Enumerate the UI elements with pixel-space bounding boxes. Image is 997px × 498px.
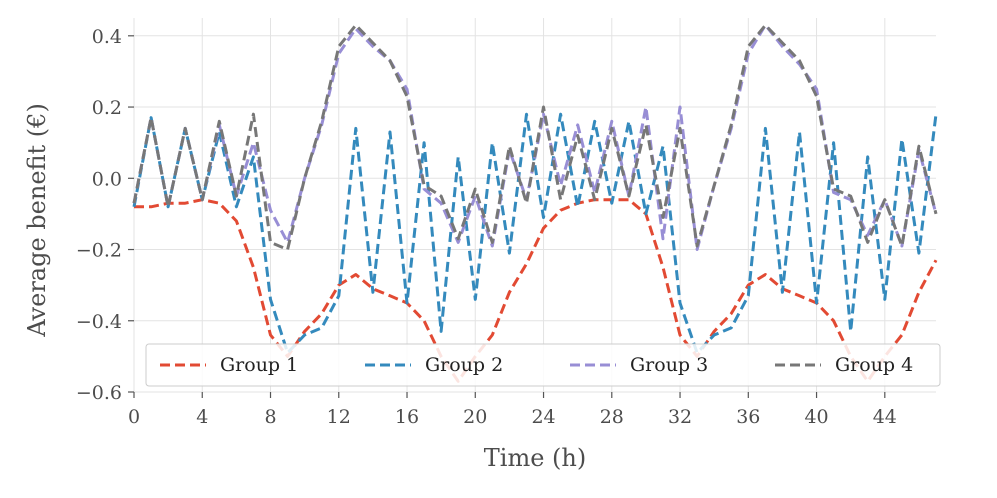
legend-label-group-2: Group 2	[425, 354, 503, 376]
series-line-group-4	[132, 23, 938, 251]
y-tick-label: 0.0	[92, 168, 122, 190]
legend-label-group-3: Group 3	[630, 354, 708, 376]
x-tick-label: 20	[463, 406, 487, 428]
legend-label-group-1: Group 1	[220, 354, 298, 376]
y-tick-label: −0.4	[76, 311, 122, 333]
y-tick-label: 0.2	[92, 97, 122, 119]
x-tick-label: 8	[264, 406, 276, 428]
y-tick-label: −0.2	[76, 240, 122, 262]
x-axis-title: Time (h)	[484, 444, 586, 472]
y-axis-title: Average benefit (€)	[23, 103, 51, 338]
series-line-group-1	[134, 198, 938, 383]
legend-frame	[145, 343, 941, 387]
x-tick-label: 40	[804, 406, 828, 428]
legend: Group 1 Group 2 Group 3 Group 4	[145, 343, 941, 387]
y-tick-label: −0.6	[76, 382, 122, 404]
series-line-group-3	[132, 23, 938, 251]
x-tick-label: 44	[873, 406, 897, 428]
x-tick-label: 16	[395, 406, 419, 428]
x-tick-label: 12	[327, 406, 351, 428]
y-tick-label: 0.4	[92, 26, 122, 48]
x-axis-ticks: 0 4 8 12 16 20 24 28 32 36 40 44	[128, 392, 897, 428]
x-tick-label: 4	[196, 406, 208, 428]
legend-label-group-4: Group 4	[835, 354, 913, 376]
series-line-group-2	[132, 112, 938, 355]
x-tick-label: 28	[600, 406, 624, 428]
series-lines	[132, 23, 938, 383]
x-tick-label: 32	[668, 406, 692, 428]
x-tick-label: 24	[531, 406, 555, 428]
grid	[133, 18, 936, 393]
x-tick-label: 0	[128, 406, 140, 428]
x-tick-label: 36	[736, 406, 760, 428]
y-axis-ticks: −0.6 −0.4 −0.2 0.0 0.2 0.4	[76, 26, 134, 404]
